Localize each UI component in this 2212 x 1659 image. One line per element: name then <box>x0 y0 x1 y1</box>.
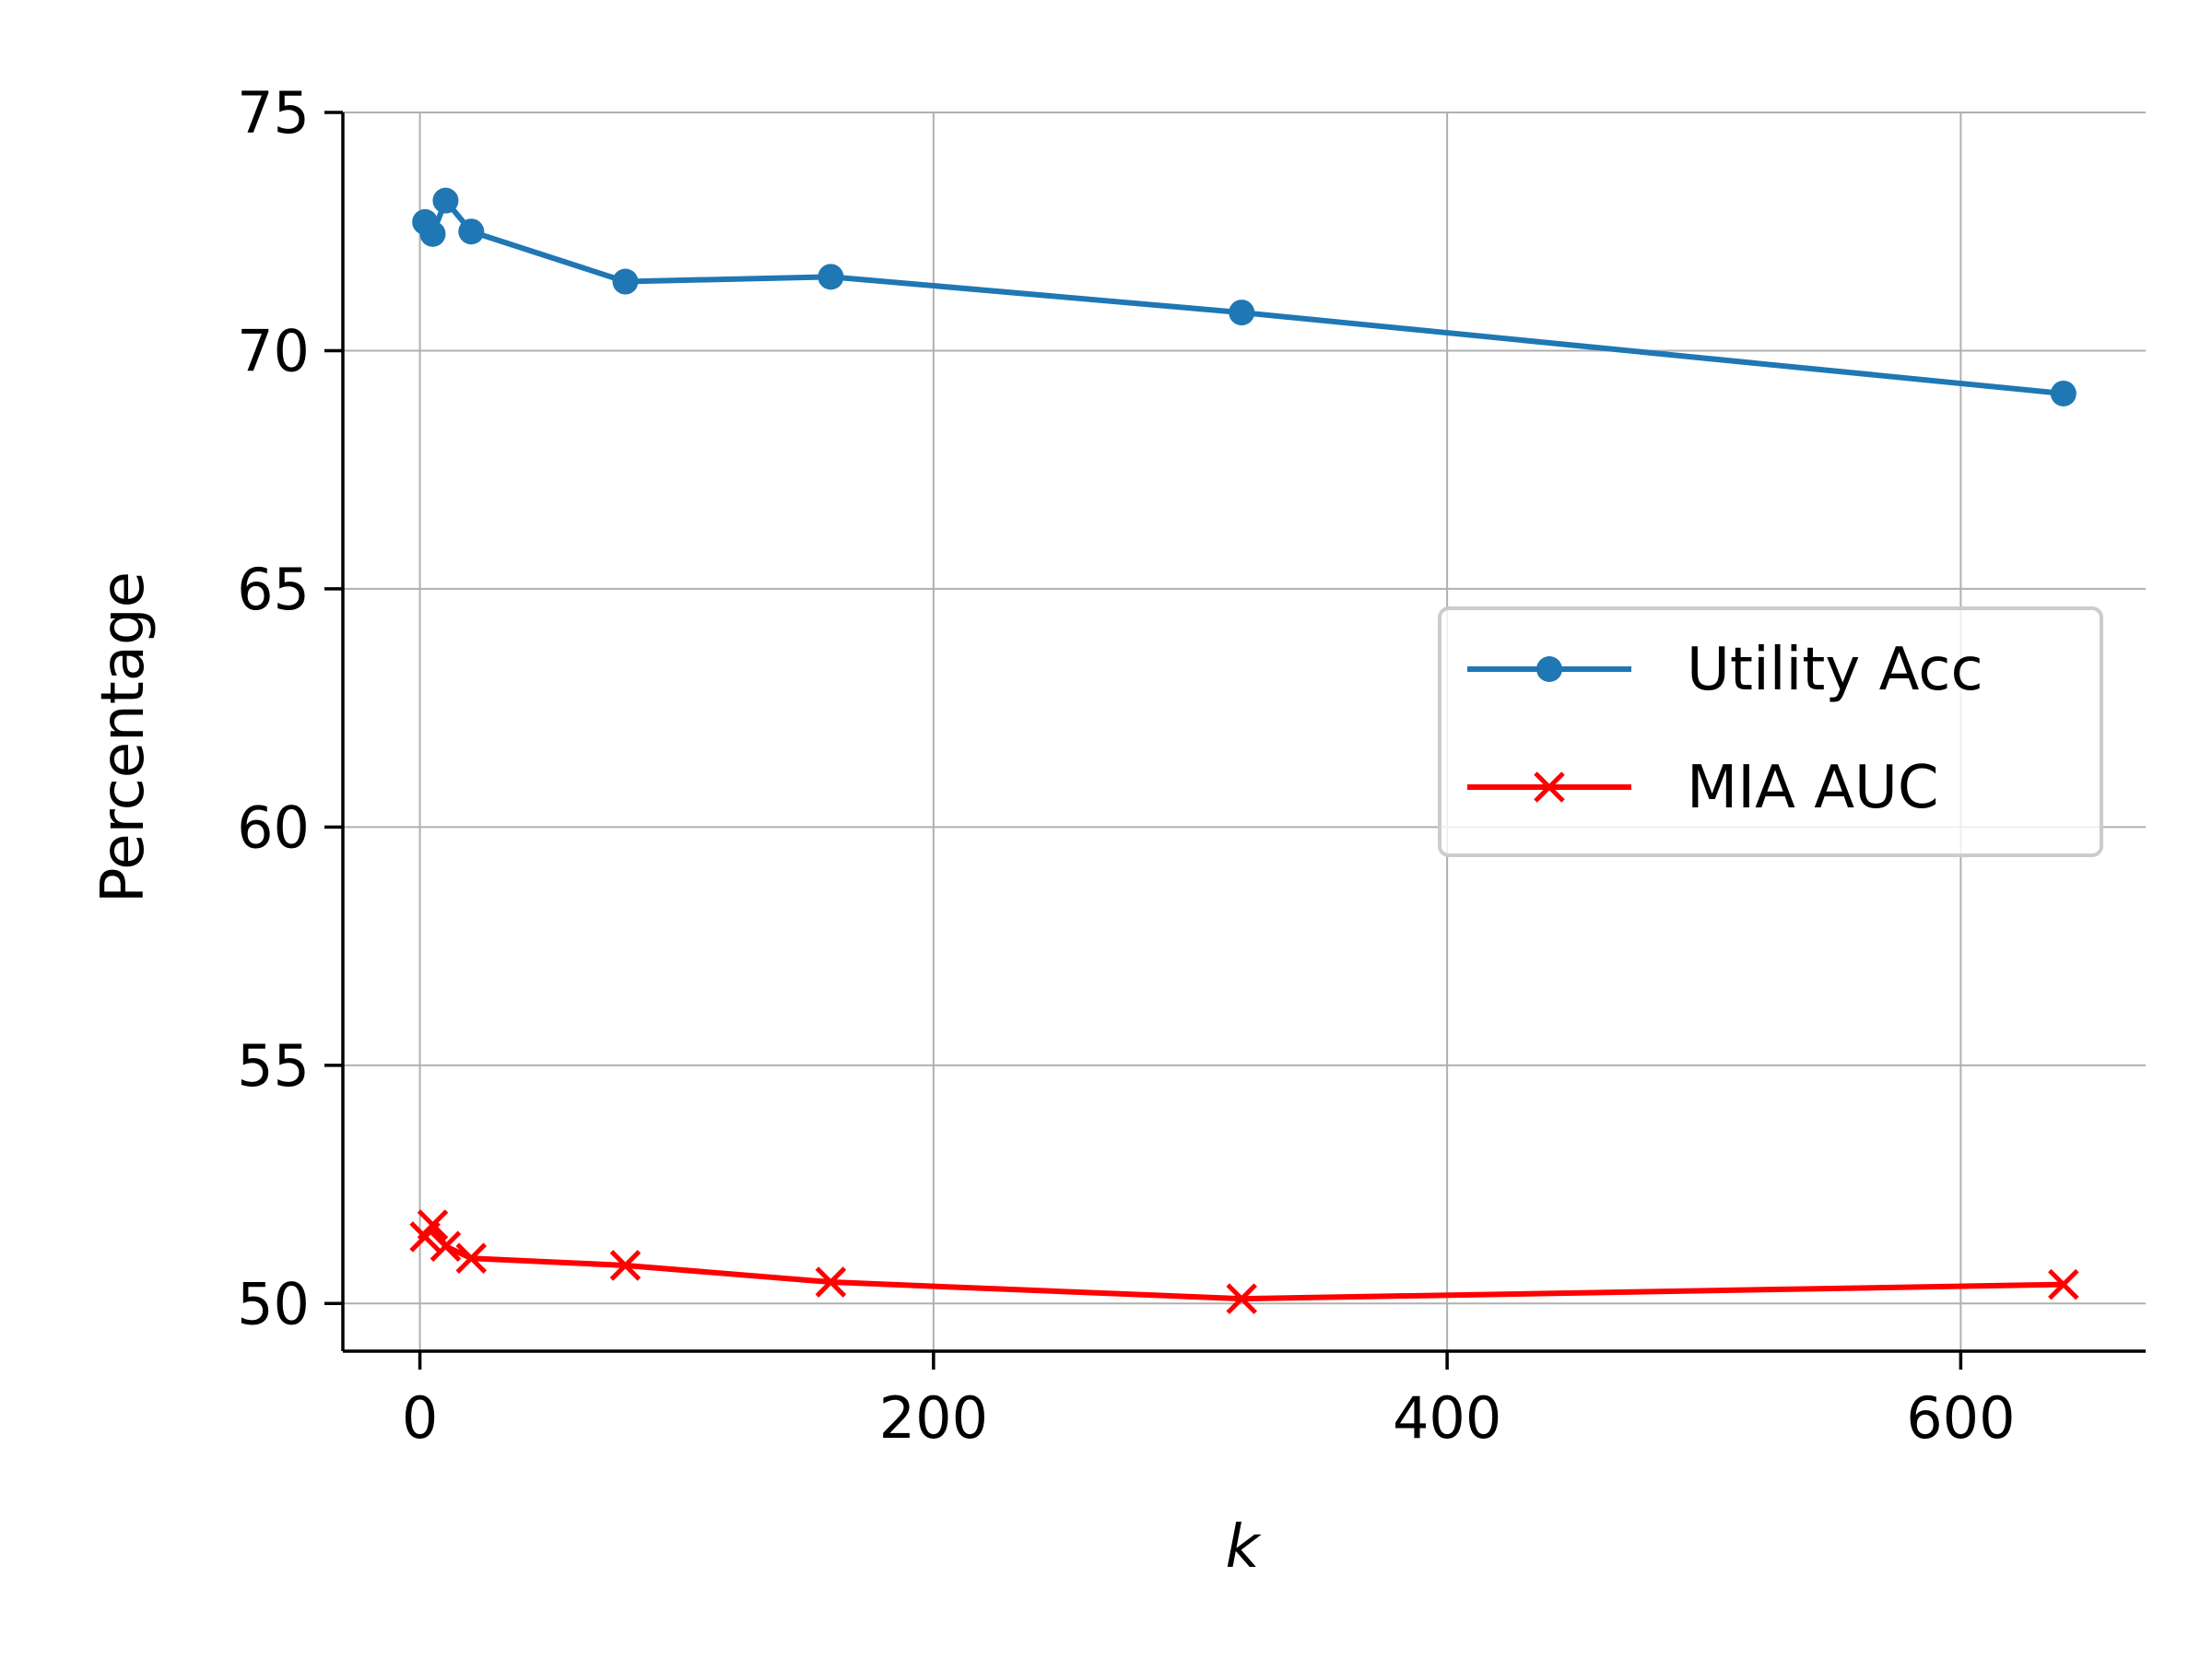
data-point <box>1226 1283 1257 1314</box>
data-point <box>458 218 485 245</box>
data-point <box>818 264 844 290</box>
y-tick-label: 70 <box>237 317 310 384</box>
legend-item: Utility Acc <box>1467 636 1983 704</box>
legend: Utility Acc MIA AUC <box>1438 606 2103 857</box>
y-axis-title: Percentage <box>89 571 158 903</box>
y-tick-label: 75 <box>237 79 310 147</box>
y-tick-label: 60 <box>237 794 310 861</box>
x-tick-label: 400 <box>1393 1384 1501 1452</box>
data-point <box>432 187 459 214</box>
data-point <box>419 220 446 247</box>
data-point <box>1229 300 1255 326</box>
data-point <box>455 1242 488 1274</box>
legend-item: MIA AUC <box>1467 754 1939 822</box>
legend-swatch-marker <box>1536 656 1562 682</box>
legend-label: MIA AUC <box>1687 754 1939 822</box>
series-2 <box>409 1209 2079 1314</box>
axes <box>341 112 2146 1353</box>
x-tick-label: 200 <box>879 1384 988 1452</box>
x-tick-label: 0 <box>402 1384 438 1452</box>
series-1 <box>412 187 2077 406</box>
legend-swatch-marker <box>1534 771 1565 803</box>
x-axis-title: k <box>1225 1513 1262 1582</box>
data-point <box>612 268 639 295</box>
y-tick-label: 50 <box>237 1270 310 1337</box>
data-point <box>417 1209 449 1241</box>
y-tick-label: 55 <box>237 1032 310 1100</box>
legend-label: Utility Acc <box>1687 636 1983 704</box>
data-point <box>2050 380 2077 406</box>
data-point <box>609 1250 641 1281</box>
y-tick-label: 65 <box>237 556 310 623</box>
legend-items: Utility Acc MIA AUC <box>1467 636 1983 822</box>
data-point <box>429 1230 462 1263</box>
axis-ticks: 0 200 400 600 50 55 60 65 70 75 <box>237 79 2015 1452</box>
data-point <box>2048 1268 2079 1300</box>
data-series <box>409 187 2079 1314</box>
x-tick-label: 600 <box>1906 1384 2015 1452</box>
data-point <box>815 1266 847 1298</box>
